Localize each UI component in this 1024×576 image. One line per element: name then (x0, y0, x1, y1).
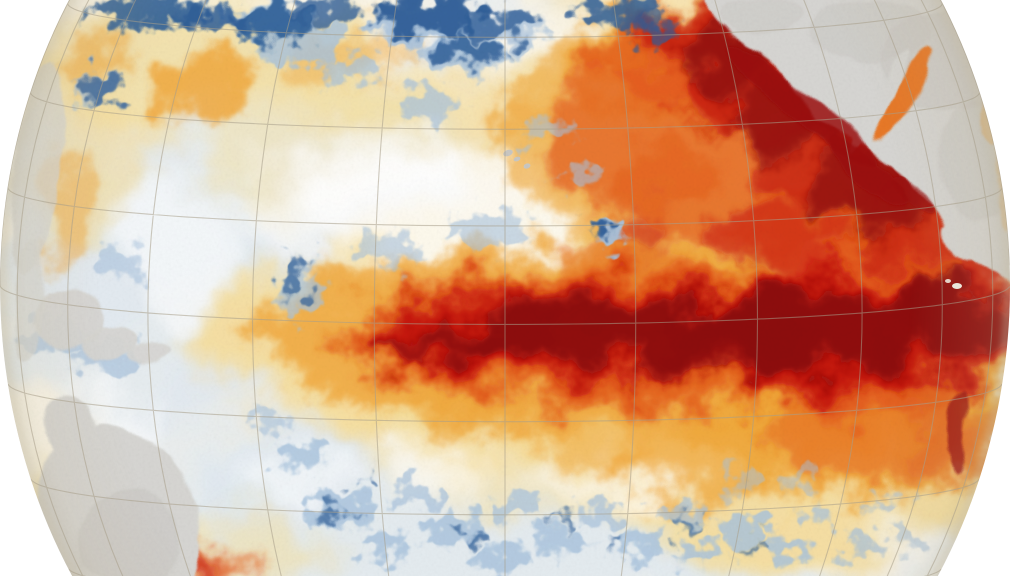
graticule-grid (0, 0, 1010, 576)
sst-anomaly-globe-figure (0, 0, 1010, 576)
globe-rim-edge (0, 0, 1010, 576)
globe-group (0, 0, 1010, 576)
globe-svg (0, 0, 1010, 576)
